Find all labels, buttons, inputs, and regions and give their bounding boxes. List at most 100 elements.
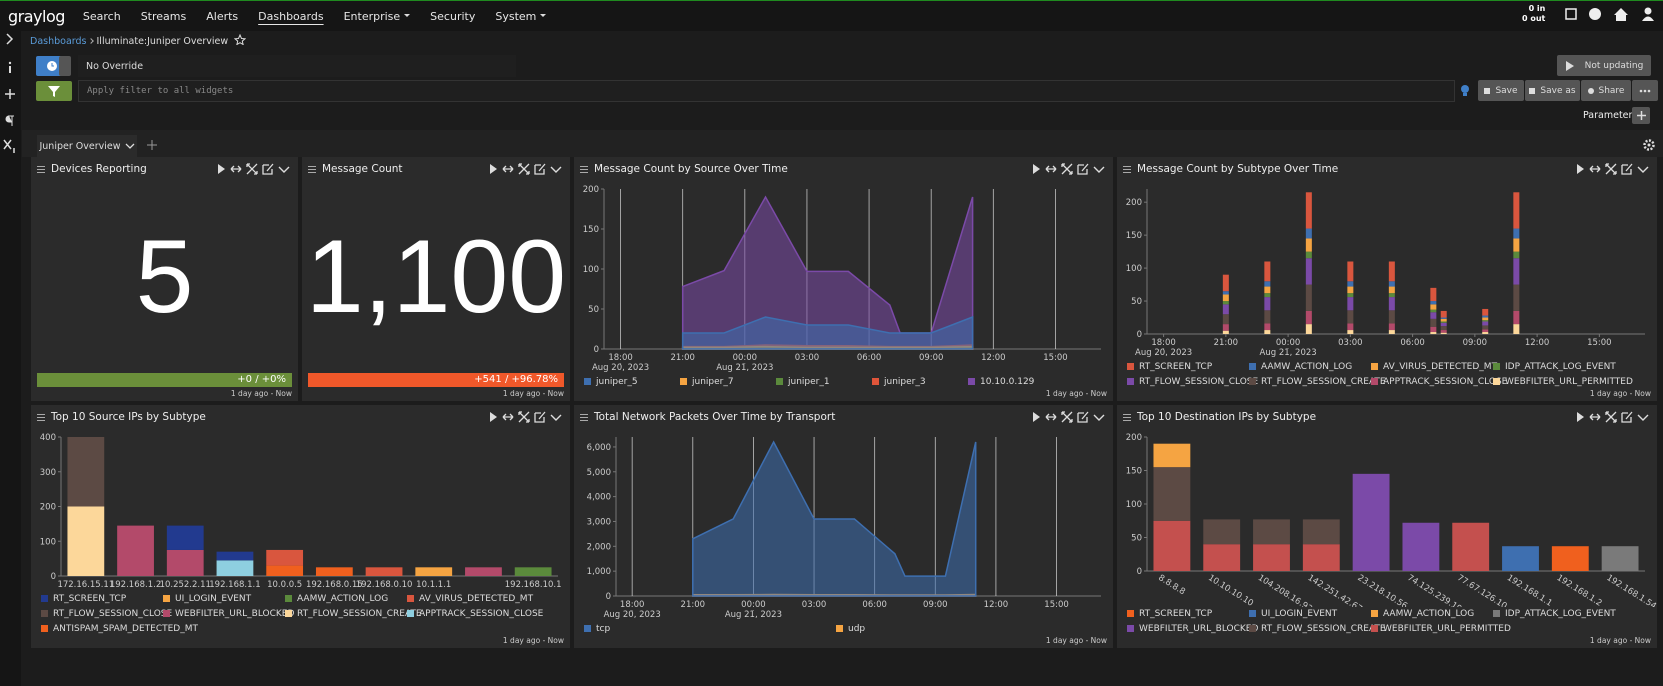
run-icon[interactable] xyxy=(1033,164,1040,174)
menu-caret[interactable] xyxy=(278,166,290,173)
menu-caret[interactable] xyxy=(1637,414,1649,421)
settings-icon[interactable] xyxy=(1643,139,1655,151)
maximize-icon[interactable] xyxy=(1061,163,1073,175)
edit-icon[interactable] xyxy=(1077,411,1089,423)
legend-item[interactable]: UI_LOGIN_EVENT xyxy=(163,594,285,604)
legend-item[interactable]: IDP_ATTACK_LOG_EVENT xyxy=(1493,609,1616,619)
legend-item[interactable]: WEBFILTER_URL_BLOCKED xyxy=(163,609,294,619)
info-icon[interactable] xyxy=(9,66,11,73)
resize-icon[interactable] xyxy=(502,413,514,421)
legend-item[interactable]: WEBFILTER_URL_PERMITTED xyxy=(1371,624,1511,634)
more-button[interactable] xyxy=(1632,80,1658,101)
nav-item[interactable]: Dashboards xyxy=(258,9,324,23)
resize-icon[interactable] xyxy=(1045,413,1057,421)
add-tab-icon[interactable] xyxy=(147,140,157,150)
dashboard-tab[interactable]: Juniper Overview xyxy=(37,135,137,157)
drag-handle[interactable] xyxy=(37,413,45,421)
paragraph-icon[interactable] xyxy=(5,115,14,126)
edit-icon[interactable] xyxy=(262,163,274,175)
legend-item[interactable]: RT_SCREEN_TCP xyxy=(41,594,163,604)
legend-item[interactable]: APPTRACK_SESSION_CLOSE xyxy=(407,609,543,619)
nav-item[interactable]: Search xyxy=(82,9,121,23)
legend-item[interactable]: RT_SCREEN_TCP xyxy=(1127,362,1249,372)
legend-item[interactable]: udp xyxy=(836,624,1088,634)
run-icon[interactable] xyxy=(1033,412,1040,422)
bulb-icon[interactable] xyxy=(1459,84,1471,98)
legend-item[interactable]: AAMW_ACTION_LOG xyxy=(285,594,407,604)
breadcrumb-link[interactable]: Dashboards xyxy=(30,36,87,47)
resize-icon[interactable] xyxy=(1589,413,1601,421)
edit-icon[interactable] xyxy=(1077,163,1089,175)
expand-icon[interactable] xyxy=(6,33,14,45)
legend-item[interactable]: RT_FLOW_SESSION_CREATE xyxy=(1249,377,1386,387)
favorite-icon[interactable] xyxy=(233,33,247,46)
edit-icon[interactable] xyxy=(534,163,546,175)
menu-caret[interactable] xyxy=(550,414,562,421)
home-icon[interactable] xyxy=(1614,8,1628,21)
edit-icon[interactable] xyxy=(1621,411,1633,423)
legend-item[interactable]: 10.10.0.129 xyxy=(968,377,1064,387)
maximize-icon[interactable] xyxy=(246,163,258,175)
refresh-button[interactable]: Not updating xyxy=(1557,55,1651,76)
drag-handle[interactable] xyxy=(1123,165,1131,173)
share-button[interactable]: Share xyxy=(1581,80,1631,101)
legend-item[interactable]: WEBFILTER_URL_BLOCKED xyxy=(1127,624,1258,634)
resize-icon[interactable] xyxy=(230,165,242,173)
nav-item[interactable]: System xyxy=(495,10,546,23)
save-button[interactable]: Save xyxy=(1478,80,1524,101)
run-icon[interactable] xyxy=(1577,412,1584,422)
legend-item[interactable]: WEBFILTER_URL_PERMITTED xyxy=(1493,377,1633,387)
maximize-icon[interactable] xyxy=(1605,163,1617,175)
add-icon[interactable] xyxy=(5,89,15,99)
legend-item[interactable]: RT_FLOW_SESSION_CLOSE xyxy=(41,609,172,619)
menu-caret[interactable] xyxy=(1637,166,1649,173)
filter-button[interactable] xyxy=(36,81,72,101)
nav-item[interactable]: Alerts xyxy=(206,9,239,23)
drag-handle[interactable] xyxy=(308,165,316,173)
drag-handle[interactable] xyxy=(580,165,588,173)
menu-caret[interactable] xyxy=(1093,414,1105,421)
save-as-button[interactable]: Save as xyxy=(1525,80,1580,101)
legend-item[interactable]: tcp xyxy=(584,624,836,634)
legend-item[interactable]: AAMW_ACTION_LOG xyxy=(1249,362,1371,372)
menu-caret[interactable] xyxy=(550,166,562,173)
edit-icon[interactable] xyxy=(1621,163,1633,175)
drag-handle[interactable] xyxy=(37,165,45,173)
maximize-icon[interactable] xyxy=(518,411,530,423)
edit-icon[interactable] xyxy=(534,411,546,423)
nav-item[interactable]: Streams xyxy=(140,9,187,23)
variable-icon[interactable] xyxy=(3,139,15,153)
legend-item[interactable]: juniper_5 xyxy=(584,377,680,387)
maximize-icon[interactable] xyxy=(1605,411,1617,423)
nav-item[interactable]: Security xyxy=(430,9,476,23)
legend-item[interactable]: RT_SCREEN_TCP xyxy=(1127,609,1249,619)
legend-item[interactable]: RT_FLOW_SESSION_CLOSE xyxy=(1127,377,1258,387)
filter-input[interactable]: Apply filter to all widgets xyxy=(78,80,1455,102)
run-icon[interactable] xyxy=(218,164,225,174)
legend-item[interactable]: AAMW_ACTION_LOG xyxy=(1371,609,1493,619)
run-icon[interactable] xyxy=(1577,164,1584,174)
logo[interactable]: graylog xyxy=(8,6,65,26)
legend-item[interactable]: juniper_7 xyxy=(680,377,776,387)
resize-icon[interactable] xyxy=(502,165,514,173)
maximize-icon[interactable] xyxy=(518,163,530,175)
override-field[interactable]: No Override xyxy=(78,55,516,77)
menu-caret[interactable] xyxy=(1093,166,1105,173)
timerange-dropdown[interactable] xyxy=(59,56,71,76)
run-icon[interactable] xyxy=(490,164,497,174)
legend-item[interactable]: IDP_ATTACK_LOG_EVENT xyxy=(1493,362,1616,372)
add-parameter-button[interactable] xyxy=(1632,107,1650,124)
resize-icon[interactable] xyxy=(1045,165,1057,173)
legend-item[interactable]: RT_FLOW_SESSION_CREATE xyxy=(1249,624,1386,634)
drag-handle[interactable] xyxy=(1123,413,1131,421)
legend-item[interactable]: UI_LOGIN_EVENT xyxy=(1249,609,1371,619)
help-icon[interactable] xyxy=(1589,8,1601,20)
legend-item[interactable]: ANTISPAM_SPAM_DETECTED_MT xyxy=(41,624,198,634)
legend-item[interactable]: AV_VIRUS_DETECTED_MT xyxy=(1371,362,1497,372)
user-icon[interactable] xyxy=(1644,7,1652,15)
maximize-icon[interactable] xyxy=(1061,411,1073,423)
legend-item[interactable]: RT_FLOW_SESSION_CREATE xyxy=(285,609,422,619)
legend-item[interactable]: AV_VIRUS_DETECTED_MT xyxy=(407,594,533,604)
legend-item[interactable]: juniper_1 xyxy=(776,377,872,387)
legend-item[interactable]: APPTRACK_SESSION_CLOSE xyxy=(1371,377,1507,387)
